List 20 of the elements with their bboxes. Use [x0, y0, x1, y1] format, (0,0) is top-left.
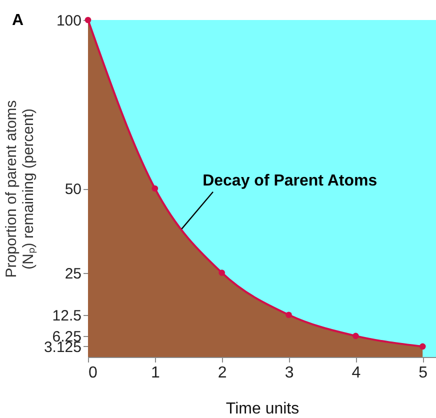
- point: [84, 16, 92, 24]
- x-tick-label: 5: [418, 364, 428, 382]
- chart-title: A: [12, 12, 24, 29]
- x-tick-label: 3: [284, 364, 294, 382]
- x-axis-title: Time units: [226, 400, 300, 418]
- y-tick-label: 12.5: [52, 307, 82, 324]
- point: [152, 185, 158, 192]
- y-axis-title: Proportion of parent atoms (Nₚ) remaining (percent): [2, 100, 37, 278]
- annotation: Decay of Parent Atoms: [202, 172, 378, 190]
- y-tick-label: 50: [64, 181, 82, 198]
- x-tick-label: 0: [88, 364, 98, 382]
- x-tick-label: 4: [352, 364, 361, 382]
- y-tick-label: 100: [56, 12, 82, 30]
- point: [419, 343, 426, 350]
- y-tick-label: 25: [64, 265, 82, 282]
- x-tick-label: 2: [218, 364, 227, 382]
- x-tick-label: 1: [150, 364, 160, 382]
- point: [352, 332, 359, 340]
- point: [218, 270, 226, 276]
- point: [286, 312, 292, 318]
